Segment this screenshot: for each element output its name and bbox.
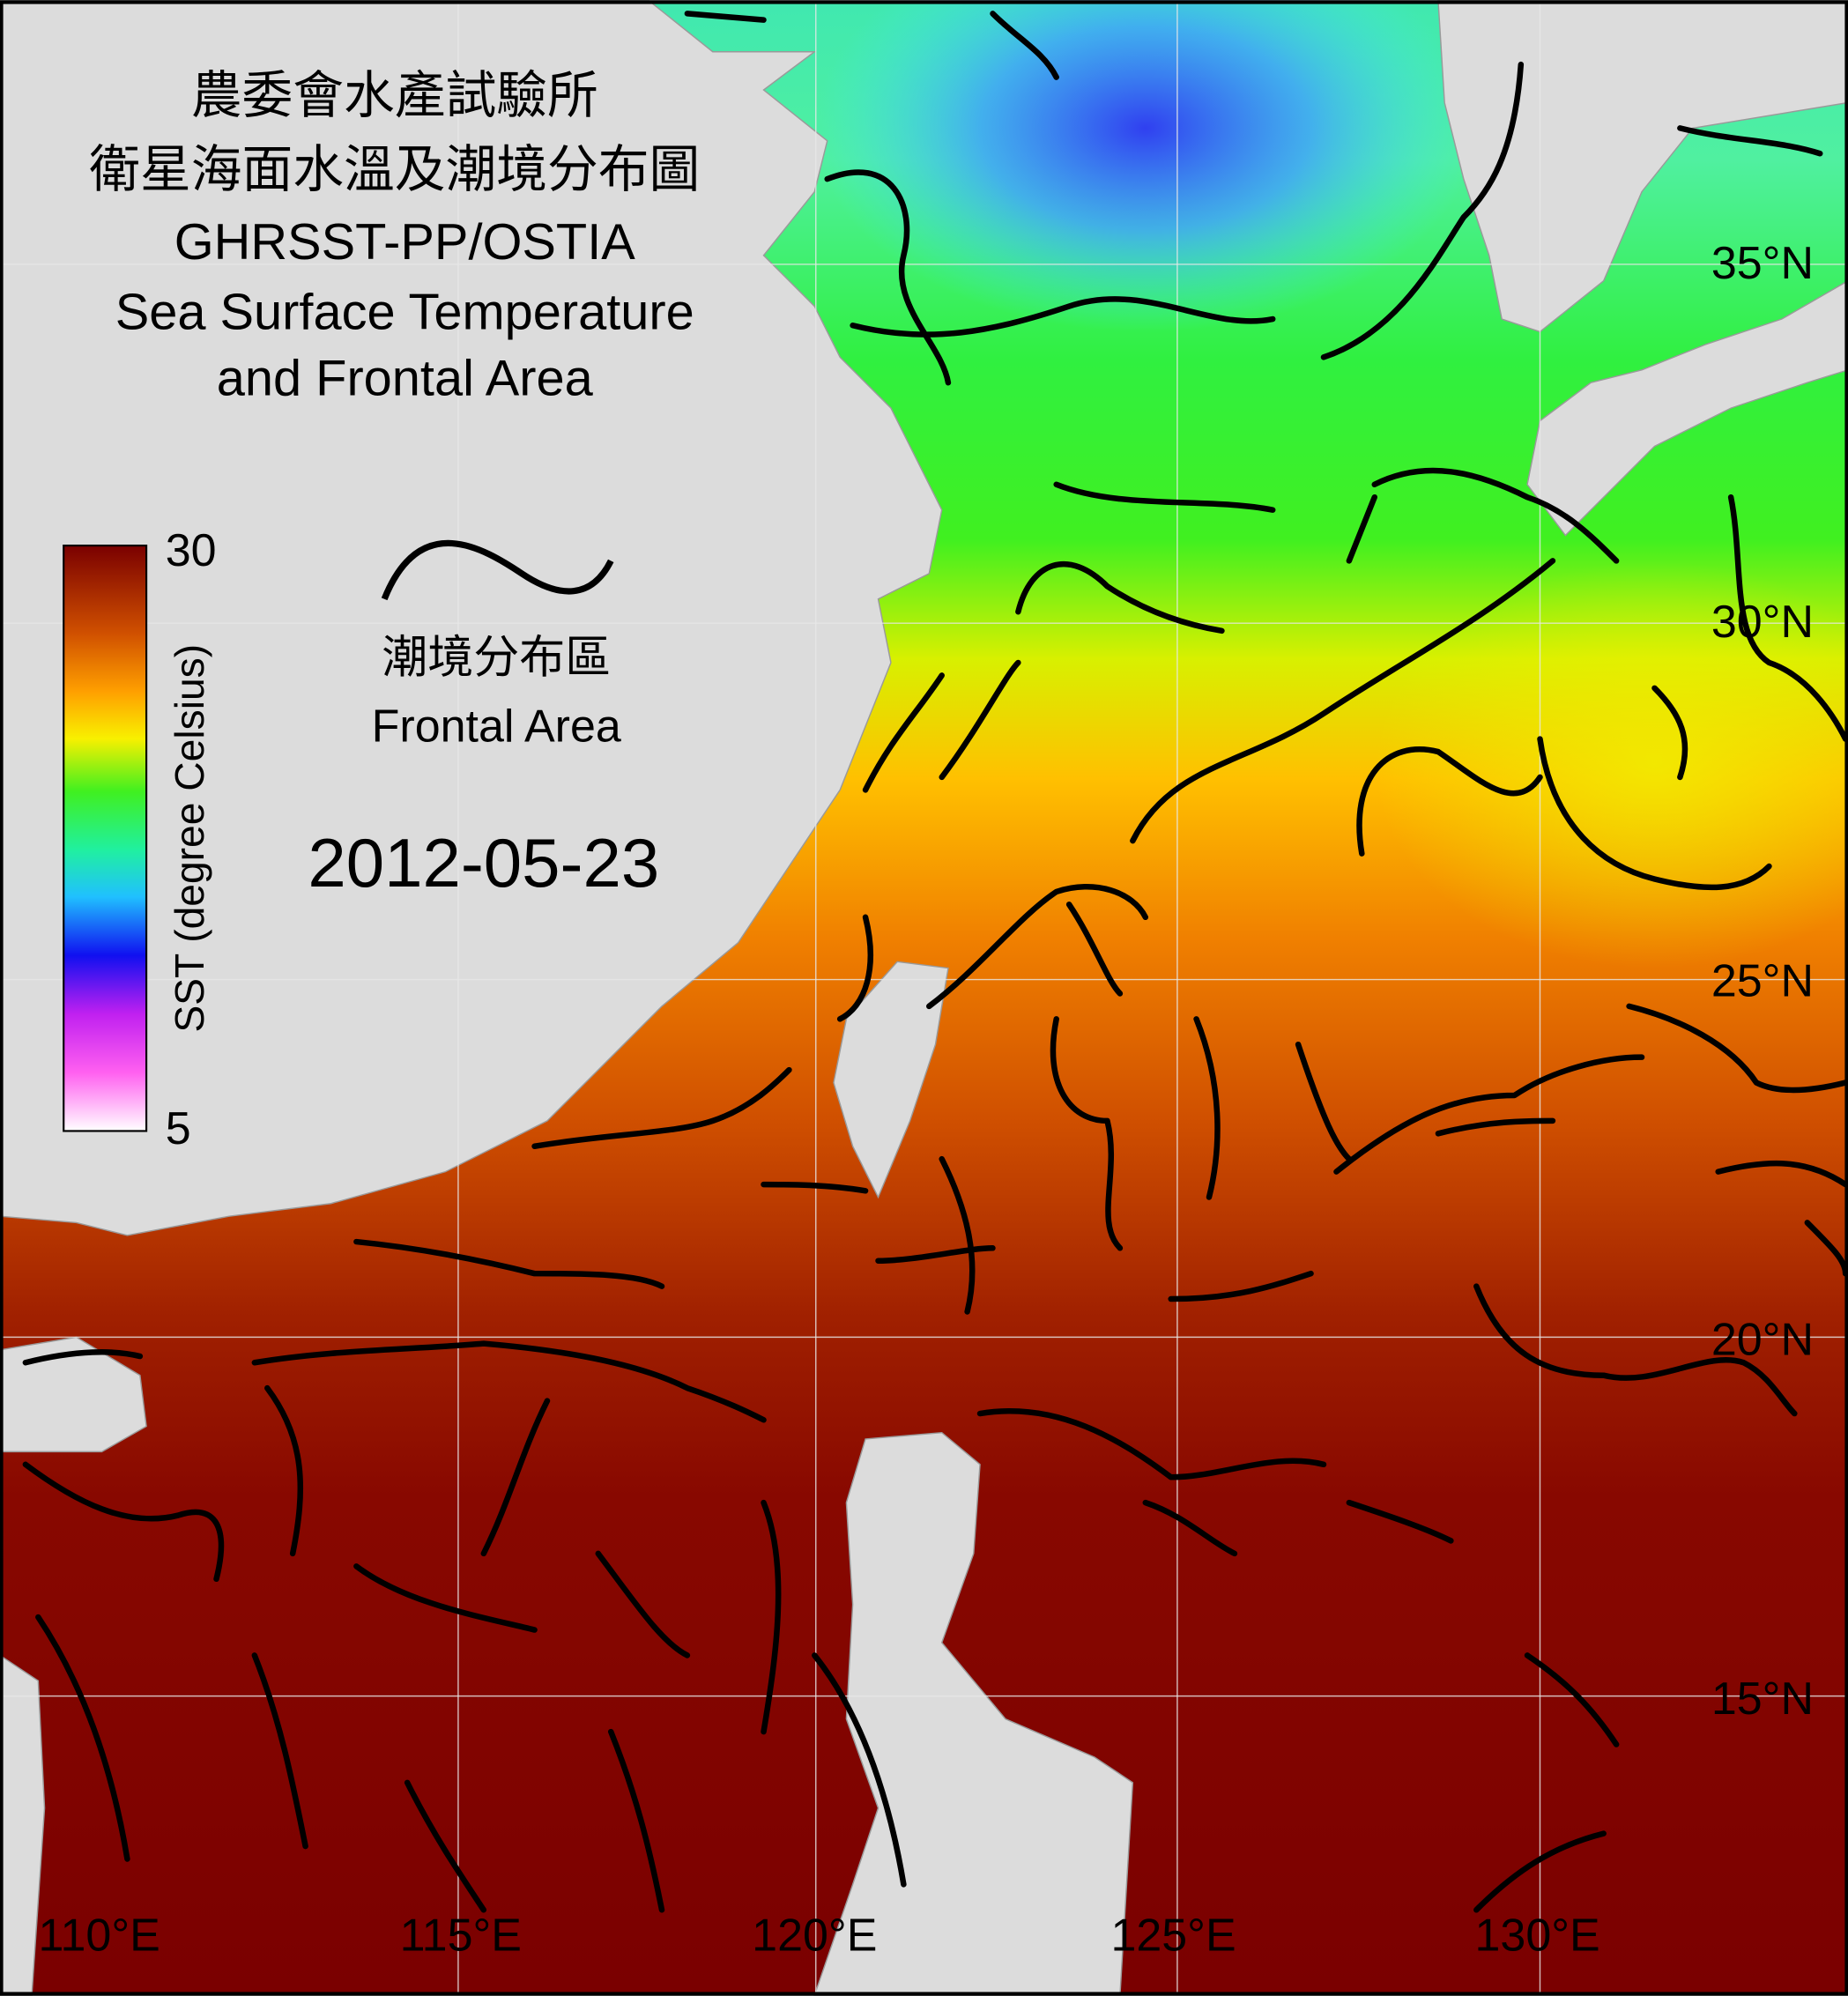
front [1473,1283,1798,1417]
front [607,1728,665,1913]
front [353,1563,538,1633]
land-china [0,0,943,1236]
front [824,169,952,386]
colorbar [63,544,148,1132]
front [35,1614,130,1862]
front [595,1550,691,1658]
longitude-labels: 110°E 115°E 120°E 125°E 130°E [38,1910,1599,1961]
front [684,11,767,23]
colorbar-max: 30 [166,525,217,576]
front [1715,1160,1848,1188]
front [1346,1499,1454,1544]
front [1333,1054,1645,1175]
front [22,1461,225,1583]
front [251,1340,767,1423]
front [1356,746,1543,857]
front [1677,125,1823,157]
title-line: Sea Surface Temperature [115,285,694,341]
front [990,11,1059,80]
colorbar-label: SST (degree Celsius) [167,644,212,1033]
front [353,1238,665,1289]
front [1473,1830,1607,1913]
front [1050,1016,1124,1251]
date: 2012-05-23 [308,824,659,902]
front [939,659,1021,781]
front [1727,493,1848,742]
front [1065,902,1124,997]
front [1371,467,1620,564]
colorbar-min: 5 [166,1103,191,1154]
latitude-label: 35°N [1711,238,1814,289]
latitude-label: 15°N [1711,1673,1814,1725]
title-line: and Frontal Area [217,351,594,407]
front [1651,685,1688,781]
front [1142,1499,1238,1557]
front [836,914,873,1022]
latitude-label: 25°N [1711,955,1814,1006]
front [1193,1016,1221,1200]
longitude-label: 120°E [752,1910,877,1961]
front [1435,1117,1556,1137]
frontal-areas [22,11,1848,1913]
front [22,1349,144,1366]
land-vietnam [0,1654,46,1996]
front [761,1181,869,1194]
warm-water [1374,560,1848,968]
front [862,672,945,793]
front [531,1066,792,1150]
title-line: GHRSST-PP/OSTIA [174,214,636,271]
front [264,1384,303,1557]
longitude-label: 130°E [1475,1910,1600,1961]
title-block: 農委會水產試驗所 衛星海面水溫及潮境分布圖 GHRSST-PP/OSTIA Se… [89,68,700,407]
front [1295,1041,1353,1162]
front [875,1245,996,1264]
front [1626,1003,1848,1094]
cold-water [814,0,1477,332]
longitude-label: 125°E [1110,1910,1236,1961]
front [939,1155,976,1315]
front [976,1407,1327,1480]
front [1346,493,1378,564]
legend-label-zh: 潮境分布區 [382,633,611,684]
front [1015,560,1225,634]
latitude-label: 30°N [1711,597,1814,648]
front [251,1652,308,1850]
front [1168,1270,1314,1302]
latitude-labels: 35°N 30°N 25°N 20°N 15°N [1711,238,1814,1725]
longitude-label: 110°E [38,1910,160,1961]
front [480,1398,551,1557]
legend-symbol [381,539,614,601]
front [1053,481,1276,513]
front [1524,1652,1620,1747]
land-luzon [813,1431,1134,1996]
front [404,1779,487,1913]
front [1320,61,1525,360]
land-japan [1526,279,1848,537]
front [761,1499,782,1735]
front [1130,558,1556,844]
latitude-label: 20°N [1711,1315,1814,1366]
legend-label-en: Frontal Area [372,701,621,752]
front [812,1652,907,1888]
title-line: 衛星海面水溫及潮境分布圖 [89,142,700,198]
front [1537,736,1772,891]
title-line: 農委會水產試驗所 [191,68,598,124]
front [926,884,1149,1010]
longitude-label: 115°E [400,1910,522,1961]
front [850,296,1276,338]
